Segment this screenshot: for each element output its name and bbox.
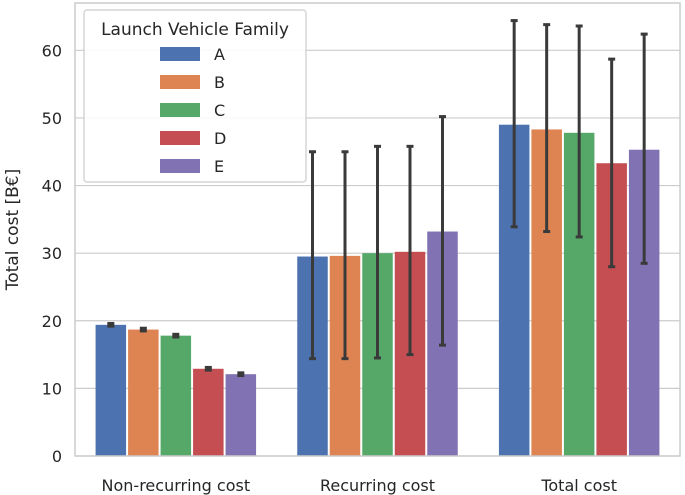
y-axis-label: Total cost [B€] <box>3 169 23 292</box>
error-bars <box>107 19 648 378</box>
y-tick-label: 30 <box>42 244 62 263</box>
legend-label: A <box>214 45 225 64</box>
y-tick-label: 50 <box>42 109 62 128</box>
plot-frame <box>74 2 681 457</box>
legend-box <box>83 9 307 183</box>
legend-label: E <box>214 157 224 176</box>
legend-swatch <box>160 75 200 89</box>
bar <box>225 374 257 456</box>
y-tick-label: 60 <box>42 41 62 60</box>
bar <box>193 368 224 456</box>
bars <box>95 124 660 457</box>
bar <box>95 324 127 456</box>
y-tick-label: 40 <box>42 177 62 196</box>
y-tick-labels: 0 10 20 30 40 50 60 <box>42 41 62 466</box>
y-tick-label: 10 <box>42 379 62 398</box>
x-tick-labels: Non-recurring cost Recurring cost Total co… <box>102 476 617 495</box>
legend-label: C <box>214 101 225 120</box>
legend-title: Launch Vehicle Family <box>101 20 289 40</box>
bar <box>160 335 192 456</box>
legend-swatch <box>160 103 200 117</box>
legend-label: D <box>214 129 226 148</box>
x-tick-label: Non-recurring cost <box>102 476 251 495</box>
y-tick-label: 0 <box>52 447 62 466</box>
legend-swatch <box>160 47 200 61</box>
legend-swatch <box>160 131 200 145</box>
x-tick-label: Recurring cost <box>320 476 435 495</box>
legend-label: B <box>214 73 225 92</box>
x-tick-label: Total cost <box>540 476 617 495</box>
y-tick-label: 20 <box>42 312 62 331</box>
bar <box>128 329 159 456</box>
legend-swatch <box>160 159 200 173</box>
